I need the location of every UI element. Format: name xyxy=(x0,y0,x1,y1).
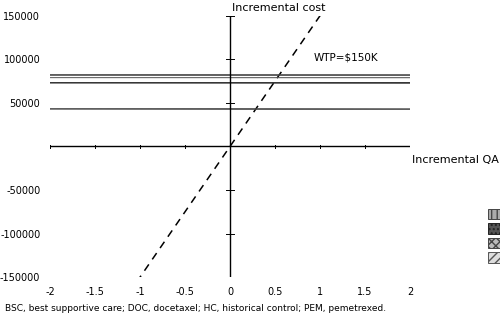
Text: BSC, best supportive care; DOC, docetaxel; HC, historical control; PEM, pemetrex: BSC, best supportive care; DOC, docetaxe… xyxy=(5,304,386,313)
Text: WTP=$150K: WTP=$150K xyxy=(314,53,378,63)
Legend: HC, BSC, DOC, PEM: HC, BSC, DOC, PEM xyxy=(485,205,500,266)
Ellipse shape xyxy=(0,69,500,81)
Text: Incremental cost: Incremental cost xyxy=(232,3,326,13)
Ellipse shape xyxy=(0,76,500,90)
Ellipse shape xyxy=(0,73,500,83)
Text: Incremental QALY: Incremental QALY xyxy=(412,155,500,165)
Ellipse shape xyxy=(0,103,500,115)
